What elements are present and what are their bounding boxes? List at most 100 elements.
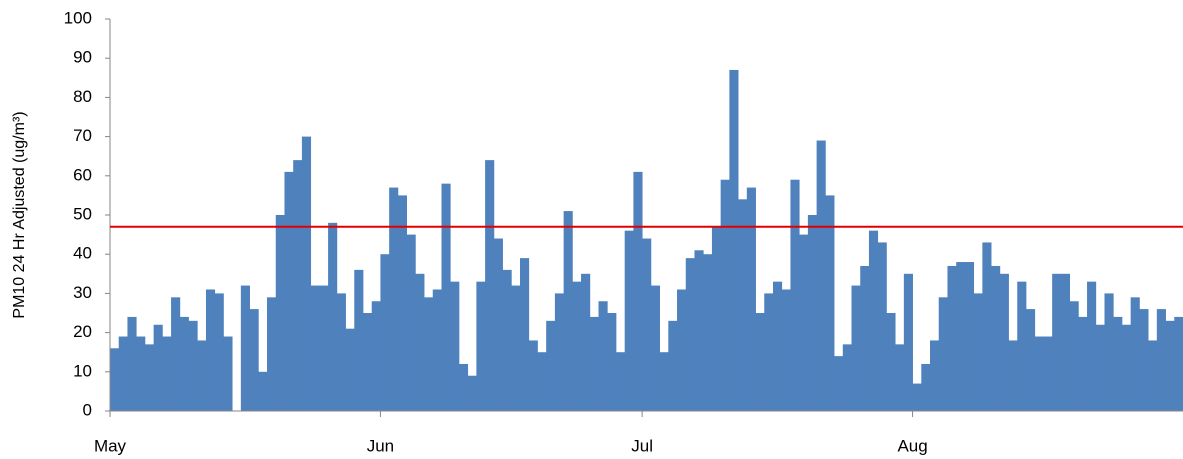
bar <box>162 336 172 411</box>
bar <box>781 289 791 411</box>
y-tick-label: 0 <box>83 400 92 419</box>
bar <box>528 340 538 411</box>
bar <box>188 320 198 411</box>
bar <box>729 69 739 412</box>
bar <box>703 254 713 411</box>
bar <box>179 316 189 411</box>
bar <box>380 254 390 411</box>
bar <box>764 293 774 411</box>
bar <box>328 222 338 411</box>
bar <box>572 281 582 411</box>
bar <box>790 179 800 411</box>
bar <box>668 320 678 411</box>
bar <box>772 281 783 411</box>
x-tick-label: Jul <box>631 436 653 455</box>
bar <box>336 293 346 411</box>
y-tick-label: 30 <box>73 283 92 302</box>
bar <box>720 179 730 411</box>
y-tick-label: 90 <box>73 48 92 67</box>
bar <box>345 328 355 411</box>
bar <box>362 313 373 411</box>
bar <box>598 301 608 411</box>
x-tick-label: Aug <box>897 436 927 455</box>
bar <box>1052 273 1062 411</box>
bar <box>991 265 1001 411</box>
bar <box>1113 316 1123 411</box>
bar <box>1104 293 1114 411</box>
bar <box>275 215 285 411</box>
bar <box>903 273 913 411</box>
bar <box>851 285 861 411</box>
bar <box>136 336 146 411</box>
bar <box>1174 316 1183 411</box>
bar <box>171 297 181 411</box>
y-tick-label: 20 <box>73 322 92 341</box>
bar <box>205 289 216 411</box>
bar <box>1008 340 1018 411</box>
bar <box>563 211 573 411</box>
bar <box>267 297 277 411</box>
bar <box>520 258 530 411</box>
bar <box>197 340 207 411</box>
bar <box>886 313 896 411</box>
bar <box>694 250 704 411</box>
bar <box>502 269 512 411</box>
bar <box>249 309 259 411</box>
bar <box>860 265 870 411</box>
bar <box>1017 281 1027 411</box>
x-tick-label: Jun <box>367 436 394 455</box>
bar <box>293 160 303 411</box>
bar <box>930 340 940 411</box>
bar <box>432 289 442 411</box>
bar <box>1148 340 1158 411</box>
bar <box>153 324 163 411</box>
bar <box>711 226 722 411</box>
bar <box>1165 320 1175 411</box>
bar <box>799 234 809 411</box>
bar <box>537 352 547 411</box>
bar <box>485 160 495 411</box>
bar <box>956 262 966 411</box>
bar <box>877 242 887 411</box>
y-tick-label: 40 <box>73 244 92 263</box>
bar <box>110 348 120 411</box>
bar <box>1130 297 1140 411</box>
bar <box>581 273 591 411</box>
bar <box>406 234 416 411</box>
bar <box>659 352 669 411</box>
bar <box>842 344 852 411</box>
bar <box>807 215 818 411</box>
bar <box>615 352 626 411</box>
bar <box>642 238 652 411</box>
bar <box>284 171 294 411</box>
bar <box>476 281 486 411</box>
bar <box>624 230 634 411</box>
bar <box>493 238 503 411</box>
bar <box>397 195 408 411</box>
bar <box>895 344 905 411</box>
bar <box>738 199 748 411</box>
y-tick-label: 60 <box>73 165 92 184</box>
bar <box>554 293 565 411</box>
bar <box>240 285 250 411</box>
bar <box>755 313 765 411</box>
bar <box>371 301 381 411</box>
bar <box>144 344 155 411</box>
x-tick-label: May <box>94 436 127 455</box>
bar <box>441 183 451 411</box>
bar <box>424 297 434 411</box>
bar <box>319 285 329 411</box>
bar <box>912 383 922 411</box>
bar <box>467 375 477 411</box>
bar <box>511 285 521 411</box>
bar <box>1034 336 1044 411</box>
bar <box>1087 281 1097 411</box>
bar <box>964 262 975 411</box>
bar <box>1043 336 1053 411</box>
bar <box>921 363 931 411</box>
bar <box>868 230 879 411</box>
bar <box>223 336 233 411</box>
bar <box>825 195 835 411</box>
bar <box>354 269 364 411</box>
